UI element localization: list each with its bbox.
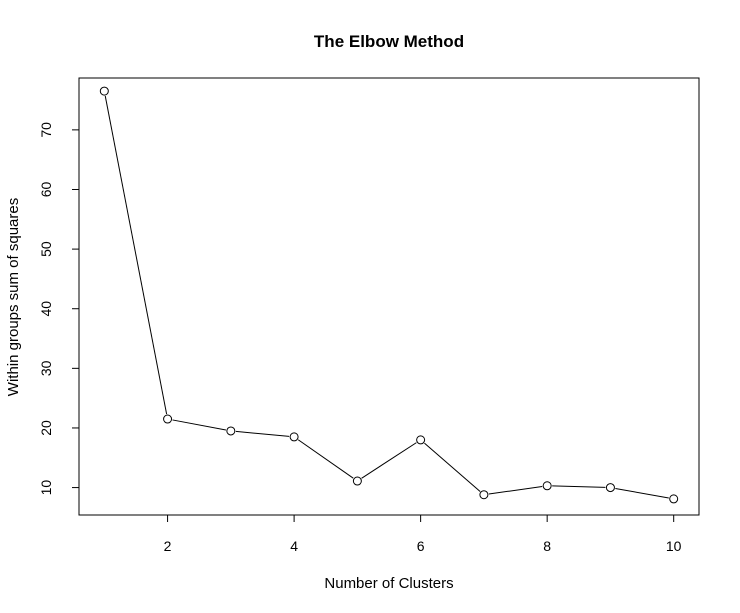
- data-point: [542, 481, 552, 491]
- x-tick-label: 8: [543, 538, 551, 554]
- x-tick-label: 10: [666, 538, 682, 554]
- y-axis: 10 20 30 40 50 60 70: [38, 122, 79, 495]
- data-point: [479, 490, 489, 500]
- data-point: [99, 86, 109, 96]
- plot-frame: [78, 77, 700, 516]
- data-point: [605, 483, 615, 493]
- series-segment: [552, 485, 606, 488]
- y-tick-label: 70: [38, 122, 54, 138]
- y-axis-label: Within groups sum of squares: [5, 198, 22, 396]
- data-point: [226, 426, 236, 436]
- x-tick-label: 2: [164, 538, 172, 554]
- series-segment: [104, 95, 168, 415]
- data-point: [416, 435, 426, 445]
- series-segment: [297, 439, 354, 479]
- y-tick-label: 10: [38, 480, 54, 496]
- series-segment: [235, 430, 290, 437]
- y-tick-label: 20: [38, 420, 54, 436]
- y-tick-label: 30: [38, 360, 54, 376]
- x-tick-label: 6: [417, 538, 425, 554]
- series-segment: [172, 419, 227, 431]
- data-point: [163, 414, 173, 424]
- data-point: [289, 432, 299, 442]
- x-tick-label: 4: [290, 538, 298, 554]
- series-segment: [424, 442, 481, 492]
- series-segment: [615, 487, 669, 499]
- data-point: [352, 476, 362, 486]
- data-point: [669, 494, 679, 504]
- y-tick-label: 50: [38, 241, 54, 257]
- series-segment: [361, 442, 417, 479]
- series-segment: [488, 485, 543, 495]
- x-axis-label: Number of Clusters: [324, 575, 453, 592]
- chart-title: The Elbow Method: [314, 32, 464, 51]
- y-tick-label: 40: [38, 301, 54, 317]
- y-tick-label: 60: [38, 181, 54, 197]
- data-points: [99, 86, 679, 504]
- x-axis: 2 4 6 8 10: [164, 515, 682, 554]
